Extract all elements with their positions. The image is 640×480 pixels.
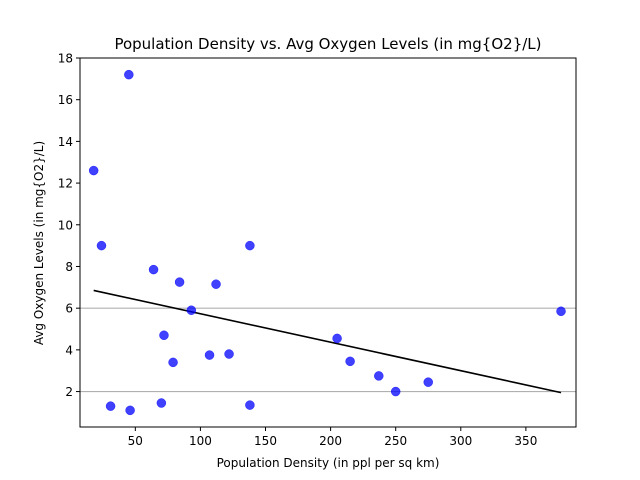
data-point <box>423 377 433 387</box>
x-tick-label: 200 <box>319 434 342 448</box>
x-tick-label: 250 <box>384 434 407 448</box>
data-point <box>105 401 116 411</box>
data-point <box>186 305 197 316</box>
data-point <box>345 356 355 367</box>
y-axis-ticks: 2 4 6 8 10 12 14 16 18 <box>58 52 80 399</box>
y-tick-label: 4 <box>65 343 73 357</box>
y-tick-label: 10 <box>58 218 73 232</box>
data-point <box>174 277 185 287</box>
data-point <box>204 350 215 360</box>
trendline-group <box>93 289 562 394</box>
data-point <box>148 264 159 275</box>
x-tick-label: 350 <box>514 434 537 448</box>
x-axis-ticks: 50 100 150 200 250 300 350 <box>128 427 537 448</box>
y-axis-label: Avg Oxygen Levels (in mg{O2}/L) <box>32 141 46 345</box>
y-tick-label: 6 <box>65 302 73 316</box>
x-tick-label: 300 <box>449 434 472 448</box>
data-point <box>96 240 107 251</box>
data-point <box>125 405 135 416</box>
data-point <box>374 371 384 381</box>
trendline <box>93 289 562 394</box>
x-axis-label: Population Density (in ppl per sq km) <box>217 456 440 470</box>
grid-lines <box>80 307 576 393</box>
data-point <box>390 386 401 397</box>
data-point <box>168 357 178 368</box>
data-point <box>156 398 167 408</box>
data-point <box>124 69 134 80</box>
y-tick-label: 18 <box>58 52 73 66</box>
data-point <box>332 333 342 344</box>
y-tick-label: 16 <box>58 93 73 107</box>
y-tick-label: 12 <box>58 177 73 191</box>
data-point <box>88 165 99 176</box>
chart-title: Population Density vs. Avg Oxygen Levels… <box>114 35 541 53</box>
data-points <box>88 69 566 416</box>
x-tick-label: 100 <box>189 434 212 448</box>
data-point <box>245 400 255 410</box>
y-tick-label: 2 <box>65 385 73 399</box>
data-point <box>159 330 169 341</box>
y-tick-label: 8 <box>65 260 73 274</box>
data-point <box>556 306 566 317</box>
data-point <box>211 279 221 289</box>
x-tick-label: 150 <box>254 434 277 448</box>
x-tick-label: 50 <box>128 434 143 448</box>
data-point <box>224 349 234 359</box>
y-tick-label: 14 <box>58 135 73 149</box>
plot-area-frame <box>79 57 577 428</box>
data-point <box>245 240 255 251</box>
